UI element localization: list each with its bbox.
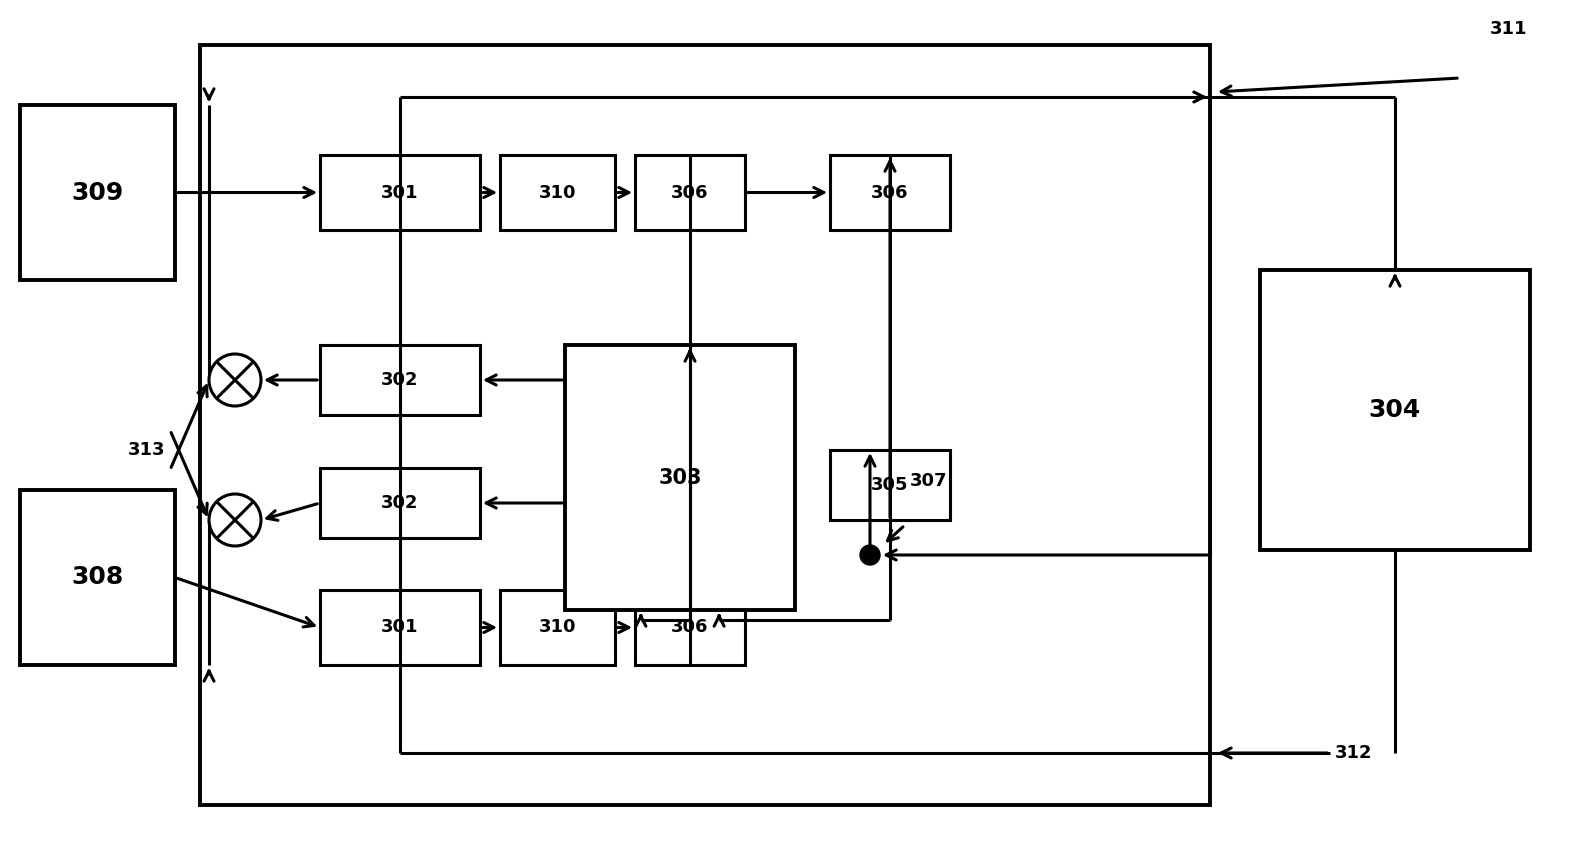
Text: 302: 302 <box>382 371 418 389</box>
Bar <box>320 590 480 665</box>
Text: 304: 304 <box>1368 398 1422 422</box>
Text: 308: 308 <box>71 565 123 589</box>
Text: 307: 307 <box>911 472 947 490</box>
Circle shape <box>208 494 260 546</box>
Bar <box>320 468 480 538</box>
Text: 313: 313 <box>128 441 166 459</box>
Circle shape <box>860 545 881 565</box>
Text: 306: 306 <box>871 183 909 202</box>
Bar <box>830 155 950 230</box>
Text: 306: 306 <box>671 183 709 202</box>
Bar <box>200 45 1210 805</box>
Bar <box>21 105 175 280</box>
Text: 303: 303 <box>658 468 702 488</box>
Text: 310: 310 <box>538 183 576 202</box>
Bar <box>830 450 950 520</box>
Bar <box>634 590 745 665</box>
Bar <box>21 490 175 665</box>
Bar <box>320 155 480 230</box>
Text: 310: 310 <box>538 619 576 636</box>
Bar <box>1259 270 1531 550</box>
Bar <box>500 590 615 665</box>
Bar <box>320 345 480 415</box>
Circle shape <box>208 354 260 406</box>
Bar <box>500 155 615 230</box>
Bar <box>634 155 745 230</box>
Text: 309: 309 <box>71 181 123 204</box>
Text: 305: 305 <box>871 476 909 494</box>
Text: 311: 311 <box>1490 20 1528 38</box>
Text: 302: 302 <box>382 494 418 512</box>
Bar <box>565 345 795 610</box>
Text: 301: 301 <box>382 619 418 636</box>
Text: 301: 301 <box>382 183 418 202</box>
Text: 306: 306 <box>671 619 709 636</box>
Text: 312: 312 <box>1335 744 1373 762</box>
